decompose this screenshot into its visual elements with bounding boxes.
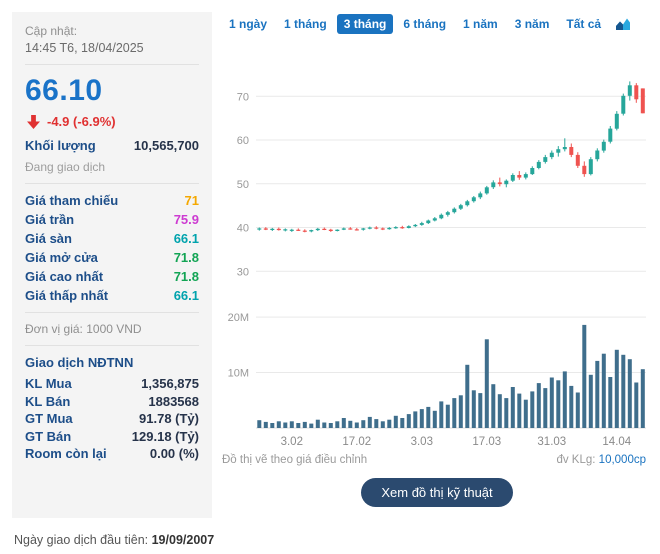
reference-price-row: Giá tham chiếu 71: [25, 193, 199, 208]
area-chart-icon[interactable]: [615, 18, 631, 31]
chart-panel: 1 ngày 1 tháng 3 tháng 6 tháng 1 năm 3 n…: [222, 14, 652, 507]
change-value: -4.9 (-6.9%): [47, 114, 116, 129]
svg-text:30: 30: [237, 266, 249, 278]
row-label: KL Bán: [25, 393, 71, 409]
price-unit-note: Đơn vị giá: 1000 VND: [25, 322, 142, 336]
last-price: 66.10: [25, 74, 103, 107]
row-label: Giá thấp nhất: [25, 288, 109, 303]
svg-text:14.04: 14.04: [602, 436, 631, 448]
svg-text:3.03: 3.03: [411, 436, 433, 448]
first-trading-day-label: Ngày giao dịch đầu tiên:: [14, 533, 149, 547]
first-trading-day-value: 19/09/2007: [151, 533, 215, 547]
row-value: 71.8: [173, 250, 199, 265]
update-time: 14:45 T6, 18/04/2025: [25, 41, 144, 55]
foreign-trading-block: Giao dịch NĐTNN KL Mua 1,356,875 KL Bán …: [25, 355, 199, 461]
svg-text:31.03: 31.03: [537, 436, 566, 448]
svg-text:17.02: 17.02: [342, 436, 371, 448]
svg-text:17.03: 17.03: [472, 436, 501, 448]
chart-footer: Đồ thị vẽ theo giá điều chỉnh đv KLg: 10…: [222, 454, 646, 466]
tab-1-month[interactable]: 1 tháng: [284, 17, 327, 31]
trading-status: Đang giao dịch: [25, 160, 106, 174]
divider: [25, 312, 199, 313]
row-value: 71: [184, 193, 199, 208]
tab-3-months[interactable]: 3 tháng: [336, 14, 394, 34]
row-value: 1,356,875: [141, 376, 199, 391]
timeframe-tabs: 1 ngày 1 tháng 3 tháng 6 tháng 1 năm 3 n…: [222, 14, 652, 34]
volume-value: 10,565,700: [133, 138, 199, 153]
floor-price-row: Giá sàn 66.1: [25, 231, 199, 246]
price-volume-chart[interactable]: 30 40 50 60 70 10M 20M 3.02 17.02 3.03 17.03 31.03 1…: [222, 56, 652, 452]
first-trading-day: Ngày giao dịch đầu tiên: 19/09/2007: [14, 533, 214, 547]
row-value: 0.00 (%): [149, 446, 199, 461]
price-change: -4.9 (-6.9%): [27, 114, 199, 129]
row-label: KL Mua: [25, 376, 72, 391]
divider: [25, 64, 199, 65]
row-value: 71.8: [173, 269, 199, 284]
volume-row: Khối lượng 10,565,700: [25, 138, 199, 153]
volume-unit-note: đv KLg: 10,000cp: [556, 454, 646, 466]
high-price-row: Giá cao nhất 71.8: [25, 269, 199, 284]
row-value: 66.1: [173, 288, 199, 303]
row-value: 75.9: [173, 212, 199, 227]
row-value: 1883568: [148, 393, 199, 409]
foreign-sell-volume-row: KL Bán 1883568: [25, 394, 199, 409]
foreign-buy-volume-row: KL Mua 1,356,875: [25, 376, 199, 391]
svg-text:60: 60: [237, 135, 249, 147]
divider: [25, 345, 199, 346]
tab-1-year[interactable]: 1 năm: [463, 17, 498, 31]
technical-chart-button[interactable]: Xem đồ thị kỹ thuật: [361, 478, 513, 507]
tab-3-years[interactable]: 3 năm: [514, 17, 550, 31]
svg-text:10M: 10M: [228, 368, 249, 380]
row-label: Giá tham chiếu: [25, 193, 119, 208]
svg-text:20M: 20M: [228, 312, 249, 324]
svg-text:3.02: 3.02: [281, 436, 303, 448]
row-label: Giá mở cửa: [25, 250, 98, 265]
tab-6-months[interactable]: 6 tháng: [403, 17, 447, 31]
row-value: 129.18 (Tỷ): [131, 428, 199, 444]
row-label: GT Bán: [25, 428, 72, 444]
ceiling-price-row: Giá trần 75.9: [25, 212, 199, 227]
adjusted-price-note: Đồ thị vẽ theo giá điều chỉnh: [222, 454, 368, 466]
row-label: Giá sàn: [25, 231, 72, 246]
foreign-sell-value-row: GT Bán 129.18 (Tỷ): [25, 429, 199, 444]
foreign-buy-value-row: GT Mua 91.78 (Tỷ): [25, 411, 199, 426]
row-label: Giá cao nhất: [25, 269, 104, 284]
low-price-row: Giá thấp nhất 66.1: [25, 288, 199, 303]
open-price-row: Giá mở cửa 71.8: [25, 250, 199, 265]
row-value: 91.78 (Tỷ): [139, 411, 199, 426]
volume-label: Khối lượng: [25, 138, 96, 153]
tab-1-day[interactable]: 1 ngày: [229, 17, 268, 31]
row-label: GT Mua: [25, 411, 73, 426]
svg-text:40: 40: [237, 223, 249, 235]
svg-text:50: 50: [237, 179, 249, 191]
row-value: 66.1: [173, 231, 199, 246]
divider: [25, 183, 199, 184]
update-label: Cập nhật:: [25, 24, 78, 38]
arrow-down-icon: [27, 114, 40, 129]
foreign-room-left-row: Room còn lại 0.00 (%): [25, 446, 199, 461]
row-label: Giá trần: [25, 212, 75, 227]
tab-all[interactable]: Tất cả: [566, 17, 602, 31]
svg-text:70: 70: [237, 91, 249, 103]
foreign-trading-header: Giao dịch NĐTNN: [25, 355, 134, 370]
quote-panel: Cập nhật: 14:45 T6, 18/04/2025 66.10 -4.…: [12, 12, 212, 518]
row-label: Room còn lại: [25, 446, 107, 461]
